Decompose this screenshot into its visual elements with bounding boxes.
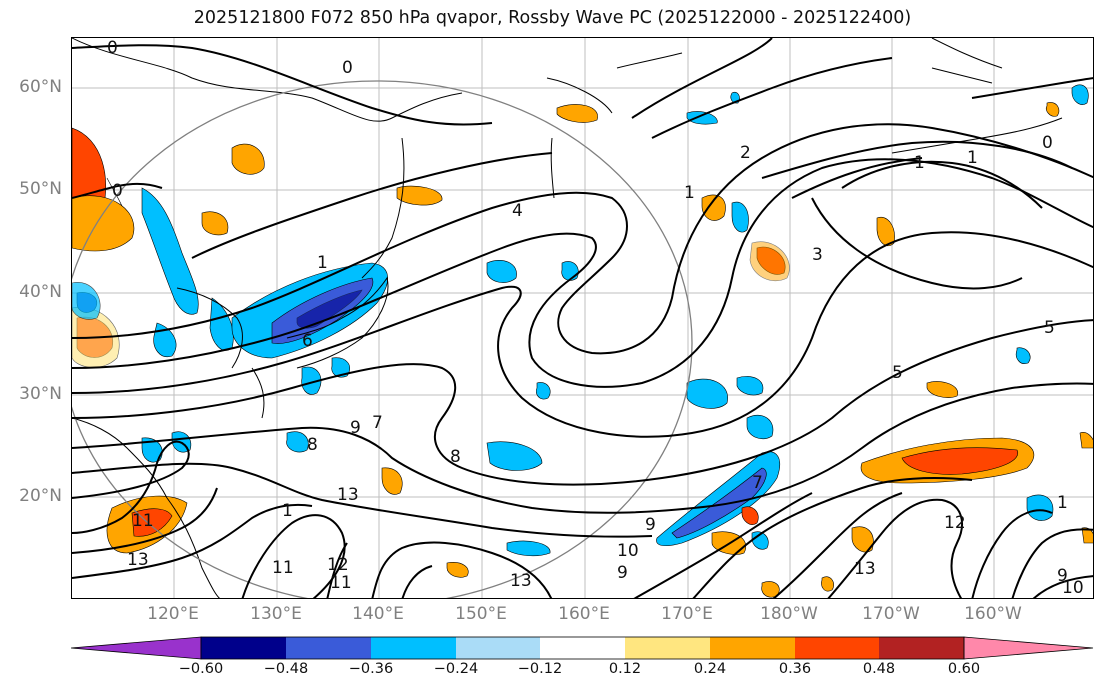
colorbar-bin — [710, 637, 795, 659]
lon-label-180w: 180°W — [760, 604, 818, 624]
lon-label-170w: 170°W — [862, 604, 920, 624]
contour-label: 11 — [272, 558, 294, 578]
contour-label: 7 — [372, 413, 383, 433]
contour-label: 13 — [510, 571, 532, 591]
colorbar — [71, 636, 1094, 660]
contour-label: 0 — [112, 181, 123, 201]
lon-label-130e: 130°E — [250, 604, 302, 624]
contour-label: 0 — [1042, 133, 1053, 153]
coastlines — [72, 38, 1063, 598]
contour-label: 1 — [914, 153, 925, 173]
contour-label: 1 — [317, 253, 328, 273]
contour-label: 13 — [127, 550, 149, 570]
lat-label-20n: 20°N — [19, 486, 62, 506]
contour-label: 8 — [450, 447, 461, 467]
lon-label-150e: 150°E — [455, 604, 507, 624]
contour-label: 9 — [350, 418, 361, 438]
contour-label: 1 — [967, 148, 978, 168]
contour-label: 11 — [330, 573, 352, 593]
contour-label: 7 — [752, 473, 763, 493]
colorbar-tick-label: 0.24 — [693, 661, 727, 677]
contour-label: 13 — [337, 485, 359, 505]
lon-label-160w: 160°W — [964, 604, 1022, 624]
contour-label: 13 — [854, 559, 876, 579]
map-panel[interactable]: 0 0 0 0 1 1 1 1 1 1 2 3 4 5 5 6 7 7 8 8 … — [71, 37, 1094, 599]
colorbar-tick-label: −0.36 — [348, 661, 394, 677]
contour-label: 5 — [1044, 318, 1055, 338]
contour-label: 1 — [1057, 493, 1068, 513]
colorbar-tick-label: 0.12 — [608, 661, 642, 677]
contour-label: 9 — [617, 563, 628, 583]
lon-label-160e: 160°E — [558, 604, 610, 624]
lon-label-120e: 120°E — [147, 604, 199, 624]
colorbar-tick-label: 0.36 — [778, 661, 812, 677]
colorbar-bin — [795, 637, 879, 659]
contour-label: 0 — [342, 58, 353, 78]
contour-label: 1 — [684, 183, 695, 203]
contour-label: 8 — [307, 435, 318, 455]
colorbar-bin — [371, 637, 456, 659]
contour-label: 9 — [1057, 566, 1068, 586]
projection-circle — [72, 80, 693, 598]
contour-label: 0 — [107, 38, 118, 58]
map-title: 2025121800 F072 850 hPa qvapor, Rossby W… — [193, 8, 912, 28]
shaded-anomalies — [72, 84, 1093, 598]
contours — [72, 38, 1093, 598]
contour-label: 3 — [812, 245, 823, 265]
contour-label: 11 — [132, 511, 154, 531]
graticule — [72, 38, 1093, 598]
colorbar-bin — [540, 637, 625, 659]
colorbar-tick-label: −0.24 — [433, 661, 479, 677]
colorbar-tick-label: −0.48 — [263, 661, 309, 677]
colorbar-extend-high — [963, 636, 1094, 660]
contour-label: 2 — [740, 143, 751, 163]
contour-label: 6 — [302, 331, 313, 351]
colorbar-bin — [456, 637, 540, 659]
contour-label: 12 — [327, 555, 349, 575]
lat-label-60n: 60°N — [19, 77, 62, 97]
colorbar-tick-label: −0.12 — [517, 661, 563, 677]
lon-label-170e: 170°E — [661, 604, 713, 624]
lat-label-40n: 40°N — [19, 282, 62, 302]
contour-label: 10 — [617, 541, 639, 561]
contour-label: 1 — [282, 501, 293, 521]
colorbar-tick-label: −0.60 — [178, 661, 224, 677]
contour-label: 4 — [512, 201, 523, 221]
colorbar-tick-label: 0.48 — [862, 661, 896, 677]
lat-label-50n: 50°N — [19, 179, 62, 199]
lon-label-140e: 140°E — [352, 604, 404, 624]
lat-label-30n: 30°N — [19, 384, 62, 404]
colorbar-bin — [286, 637, 371, 659]
colorbar-bin — [879, 637, 964, 659]
colorbar-tick-label: 0.60 — [947, 661, 981, 677]
colorbar-extend-low — [71, 636, 202, 660]
colorbar-bin — [625, 637, 710, 659]
contour-labels: 0 0 0 0 1 1 1 1 1 1 2 3 4 5 5 6 7 7 8 8 … — [107, 38, 1084, 598]
contour-label: 5 — [892, 363, 903, 383]
contour-label: 9 — [645, 515, 656, 535]
colorbar-bin — [201, 637, 286, 659]
contour-label: 12 — [944, 513, 966, 533]
contour-label: 10 — [1062, 578, 1084, 598]
